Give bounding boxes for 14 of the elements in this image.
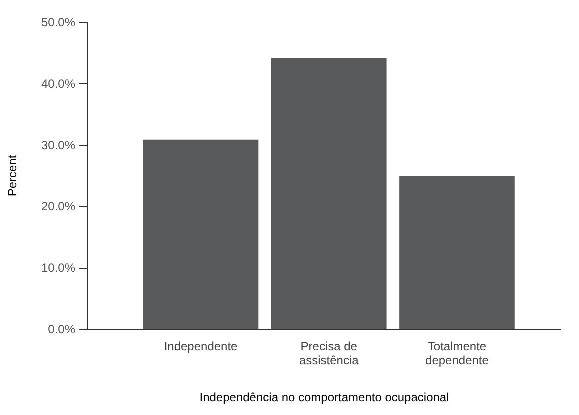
x-tick-label: Independente: [164, 340, 238, 354]
bar: [400, 176, 515, 329]
y-tick-label: 50.0%: [41, 16, 76, 30]
bar: [271, 58, 387, 329]
x-tick-label: Precisa de assistência: [299, 340, 360, 368]
x-axis-title: Independência no comportamento ocupacional: [200, 390, 450, 404]
y-tick-label: 10.0%: [41, 261, 76, 276]
y-tick-label: 30.0%: [41, 138, 76, 152]
y-tick-label: 20.0%: [41, 200, 76, 214]
y-axis-title: Percent: [5, 154, 20, 197]
y-tick-label: 40.0%: [41, 76, 76, 91]
x-tick-label: Totalmente dependente: [426, 340, 490, 368]
bar: [143, 140, 259, 329]
y-tick-label: 0.0%: [48, 322, 76, 336]
